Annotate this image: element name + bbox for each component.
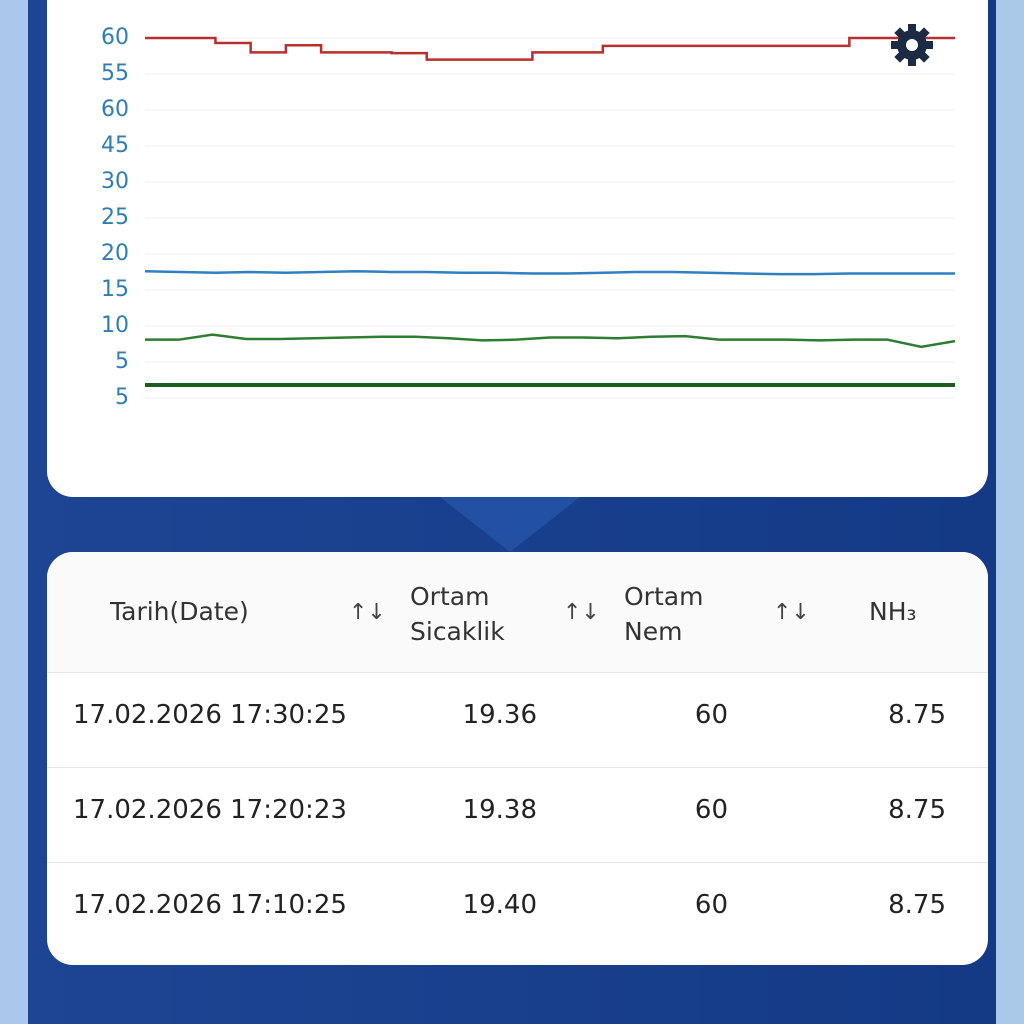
y-axis-label: 5	[115, 349, 129, 374]
data-line	[145, 36, 955, 61]
table-header	[47, 552, 988, 672]
sort-icon[interactable]: ↑↓	[563, 600, 600, 625]
y-axis-label: 5	[115, 385, 129, 410]
table-cell: 8.75	[888, 795, 946, 825]
y-axis-label: 30	[101, 169, 129, 194]
table-cell: 8.75	[888, 700, 946, 730]
sort-icon[interactable]: ↑↓	[349, 600, 386, 625]
table-cell: 60	[694, 890, 728, 920]
column-header[interactable]: Ortam Nem	[624, 582, 704, 646]
data-line	[145, 333, 956, 349]
table-cell: 17.02.2026 17:10:25	[73, 890, 347, 920]
row-separator	[47, 862, 988, 863]
chart-card: 60 55 60 45 30 25 20 15 10 5 5	[47, 0, 988, 497]
table-card: Tarih(Date) Ortam Sicaklik Ortam Nem NH₃…	[47, 552, 988, 965]
table-cell: 17.02.2026 17:30:25	[73, 700, 347, 730]
column-header[interactable]: NH₃	[869, 597, 917, 626]
y-axis-label: 20	[101, 241, 129, 266]
table-cell: 8.75	[888, 890, 946, 920]
y-axis-label: 10	[101, 313, 129, 338]
y-axis-label: 15	[101, 277, 129, 302]
settings-icon[interactable]	[891, 24, 933, 66]
y-axis-label: 25	[101, 205, 129, 230]
row-separator	[47, 672, 988, 673]
y-axis-label: 60	[101, 97, 129, 122]
column-header[interactable]: Ortam Sicaklik	[410, 582, 505, 646]
sort-icon[interactable]: ↑↓	[773, 600, 810, 625]
table-cell: 19.40	[462, 890, 537, 920]
table-cell: 60	[694, 795, 728, 825]
y-axis-label: 55	[101, 61, 129, 86]
table-cell: 19.38	[462, 795, 537, 825]
y-axis-label: 45	[101, 133, 129, 158]
divider-arrow	[440, 497, 580, 552]
row-separator	[47, 767, 988, 768]
table-cell: 17.02.2026 17:20:23	[73, 795, 347, 825]
y-axis-label: 60	[101, 25, 129, 50]
column-header[interactable]: Tarih(Date)	[110, 597, 249, 626]
table-cell: 60	[694, 700, 728, 730]
table-cell: 19.36	[462, 700, 537, 730]
data-line	[144, 270, 955, 276]
